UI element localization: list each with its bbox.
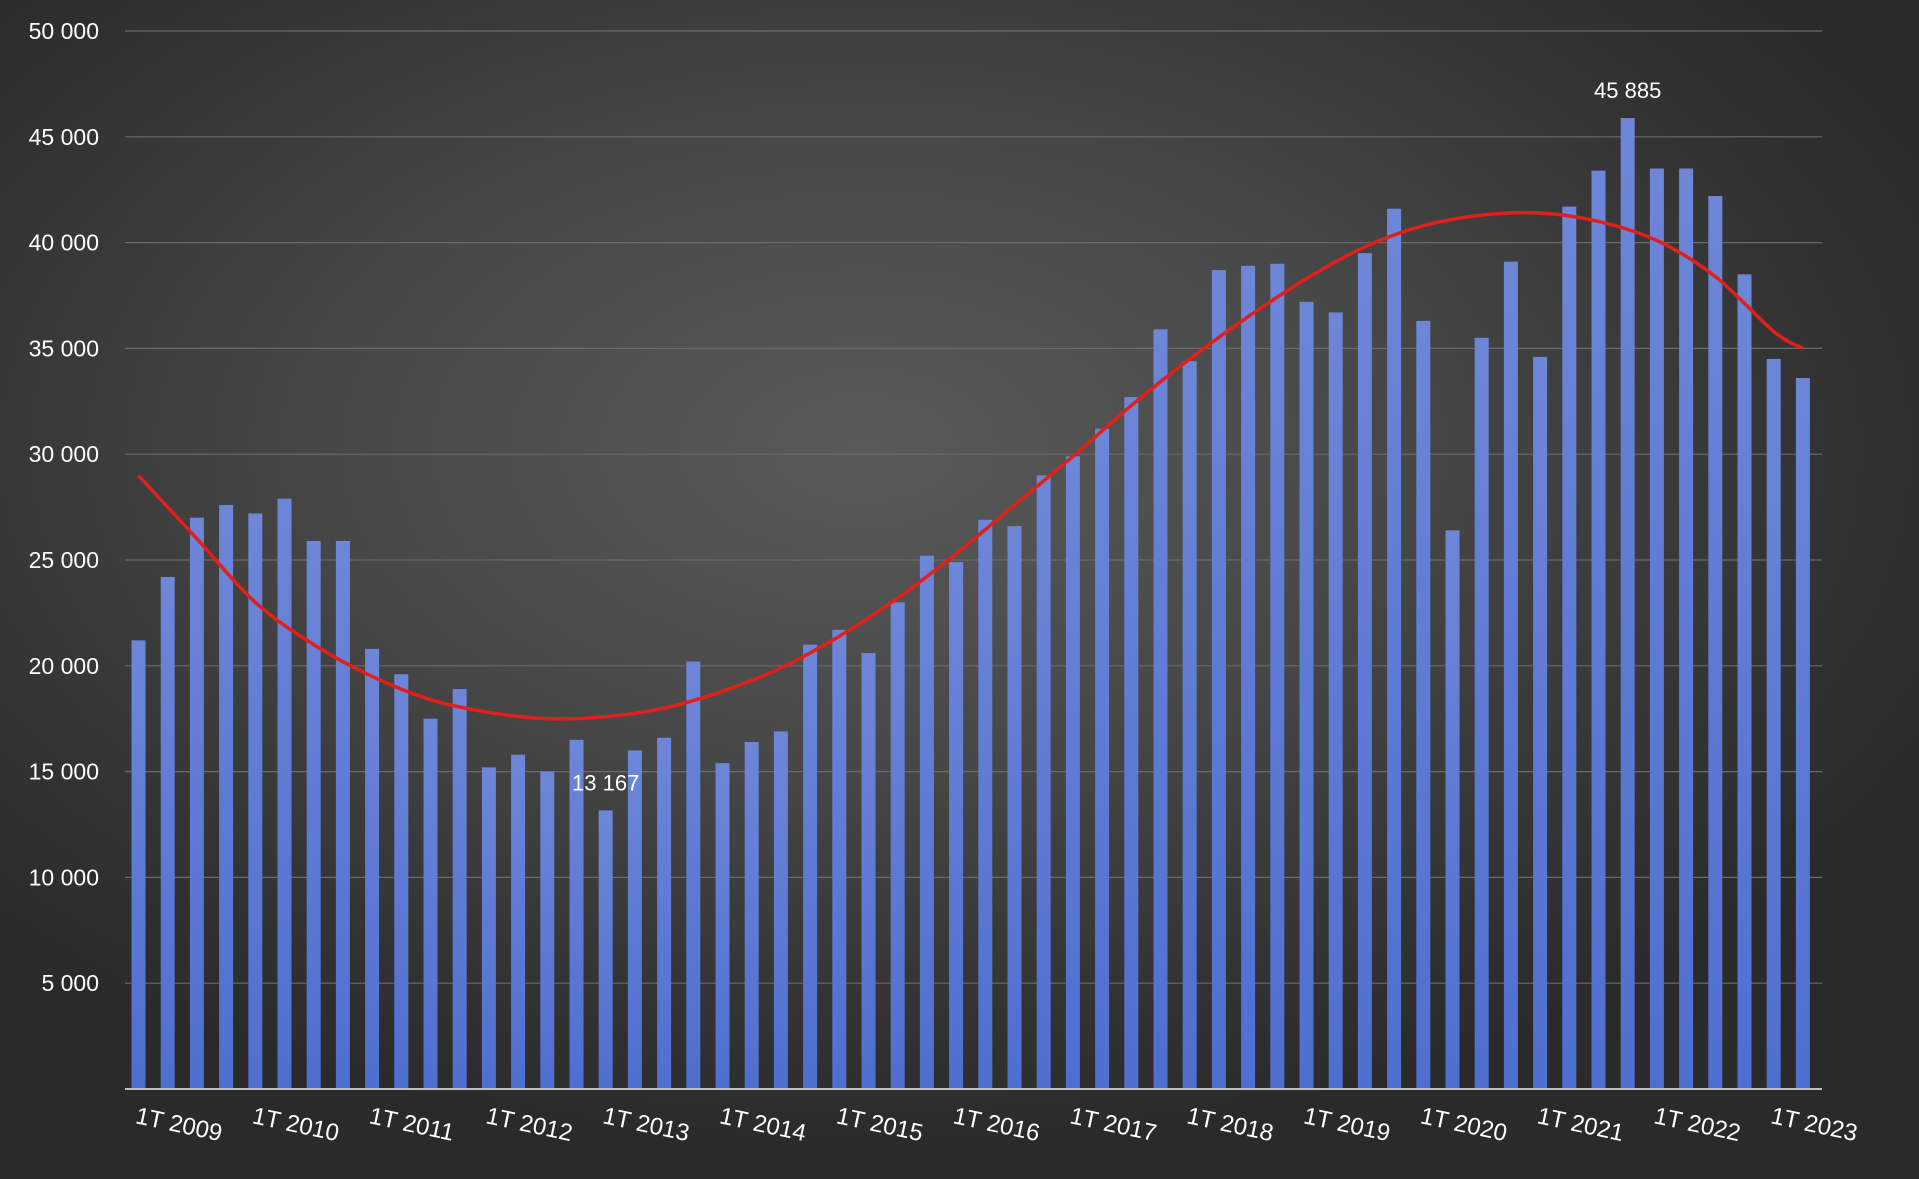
bar xyxy=(1182,361,1197,1089)
y-tick-label: 20 000 xyxy=(29,653,99,679)
bar xyxy=(1708,196,1723,1090)
bar xyxy=(365,648,380,1089)
bar xyxy=(1357,253,1372,1089)
bar xyxy=(1299,301,1314,1089)
data-label: 13 167 xyxy=(572,770,639,795)
data-label: 45 885 xyxy=(1594,78,1661,103)
y-tick-label: 25 000 xyxy=(29,547,99,573)
bar xyxy=(657,737,672,1089)
bar xyxy=(219,504,234,1089)
x-tick-label: 1T 2010 xyxy=(250,1102,341,1147)
bar xyxy=(1153,329,1168,1090)
x-tick-label: 1T 2009 xyxy=(133,1102,224,1147)
bar xyxy=(511,754,526,1089)
x-tick-label: 1T 2020 xyxy=(1418,1102,1509,1147)
bar xyxy=(1328,312,1343,1090)
y-tick-label: 35 000 xyxy=(29,335,99,361)
bar xyxy=(394,674,409,1089)
bar xyxy=(160,576,175,1089)
bar xyxy=(978,519,993,1089)
bar xyxy=(189,517,204,1089)
x-tick-label: 1T 2022 xyxy=(1652,1102,1743,1147)
bar xyxy=(1649,168,1664,1090)
y-tick-label: 5 000 xyxy=(41,970,99,996)
x-tick-label: 1T 2017 xyxy=(1068,1102,1159,1147)
bar xyxy=(832,629,847,1089)
bar xyxy=(423,718,438,1089)
x-tick-label: 1T 2013 xyxy=(600,1102,691,1147)
bar xyxy=(481,767,496,1089)
bar xyxy=(627,750,642,1089)
y-tick-label: 30 000 xyxy=(29,441,99,467)
bar xyxy=(1211,270,1226,1089)
x-tick-label: 1T 2012 xyxy=(484,1102,575,1147)
bar xyxy=(1095,428,1110,1090)
x-tick-label: 1T 2011 xyxy=(367,1102,457,1146)
bar xyxy=(1503,261,1518,1089)
bar xyxy=(1562,206,1577,1090)
x-tick-label: 1T 2016 xyxy=(951,1102,1042,1147)
bar xyxy=(248,513,263,1089)
x-tick-label: 1T 2021 xyxy=(1535,1102,1626,1147)
bar xyxy=(598,810,613,1089)
bar xyxy=(744,741,759,1089)
bar xyxy=(1679,168,1694,1090)
bar xyxy=(131,640,146,1089)
x-tick-label: 1T 2014 xyxy=(717,1102,808,1147)
bar xyxy=(1241,265,1256,1090)
bar xyxy=(452,689,467,1089)
bar xyxy=(919,555,934,1089)
bar xyxy=(1387,208,1402,1089)
bar xyxy=(1474,337,1489,1089)
bar xyxy=(949,562,964,1089)
x-tick-label: 1T 2019 xyxy=(1301,1102,1392,1147)
bar xyxy=(1445,530,1460,1089)
bar xyxy=(1065,456,1080,1089)
bar xyxy=(861,653,876,1089)
bar xyxy=(335,540,350,1089)
bar xyxy=(1766,358,1781,1090)
bar xyxy=(1007,526,1022,1089)
bar xyxy=(1270,263,1285,1089)
bar xyxy=(1036,475,1051,1089)
x-tick-label: 1T 2018 xyxy=(1184,1102,1275,1147)
bar xyxy=(1416,320,1431,1090)
y-tick-label: 45 000 xyxy=(29,124,99,150)
bar xyxy=(540,771,555,1089)
bar xyxy=(569,739,584,1089)
bar xyxy=(306,540,321,1089)
bar xyxy=(1795,378,1810,1089)
y-tick-label: 10 000 xyxy=(29,864,99,890)
x-axis-ticks: 1T 2009 1T 2010 1T 2011 1T 2012 1T 2013 1T 20… xyxy=(133,1102,1860,1147)
y-tick-label: 40 000 xyxy=(29,230,99,256)
x-tick-label: 1T 2023 xyxy=(1768,1102,1859,1147)
bar xyxy=(277,498,292,1089)
bar xyxy=(1620,118,1635,1089)
trend-line xyxy=(137,210,1804,721)
y-tick-label: 15 000 xyxy=(29,759,99,785)
bar xyxy=(773,731,788,1089)
bar xyxy=(715,763,730,1089)
x-tick-label: 1T 2015 xyxy=(834,1102,925,1147)
bar xyxy=(1591,170,1606,1089)
data-labels: 13 167 45 885 xyxy=(572,78,1661,795)
bar xyxy=(803,644,818,1089)
bars xyxy=(131,118,1810,1090)
bar xyxy=(1124,397,1139,1089)
y-axis-ticks: 5 000 10 000 15 000 20 000 25 000 30 000 35 00… xyxy=(29,18,99,996)
bar xyxy=(1737,274,1752,1090)
bar xyxy=(1533,356,1548,1089)
y-tick-label: 50 000 xyxy=(29,18,99,44)
bar xyxy=(890,602,905,1089)
bar xyxy=(686,661,701,1089)
